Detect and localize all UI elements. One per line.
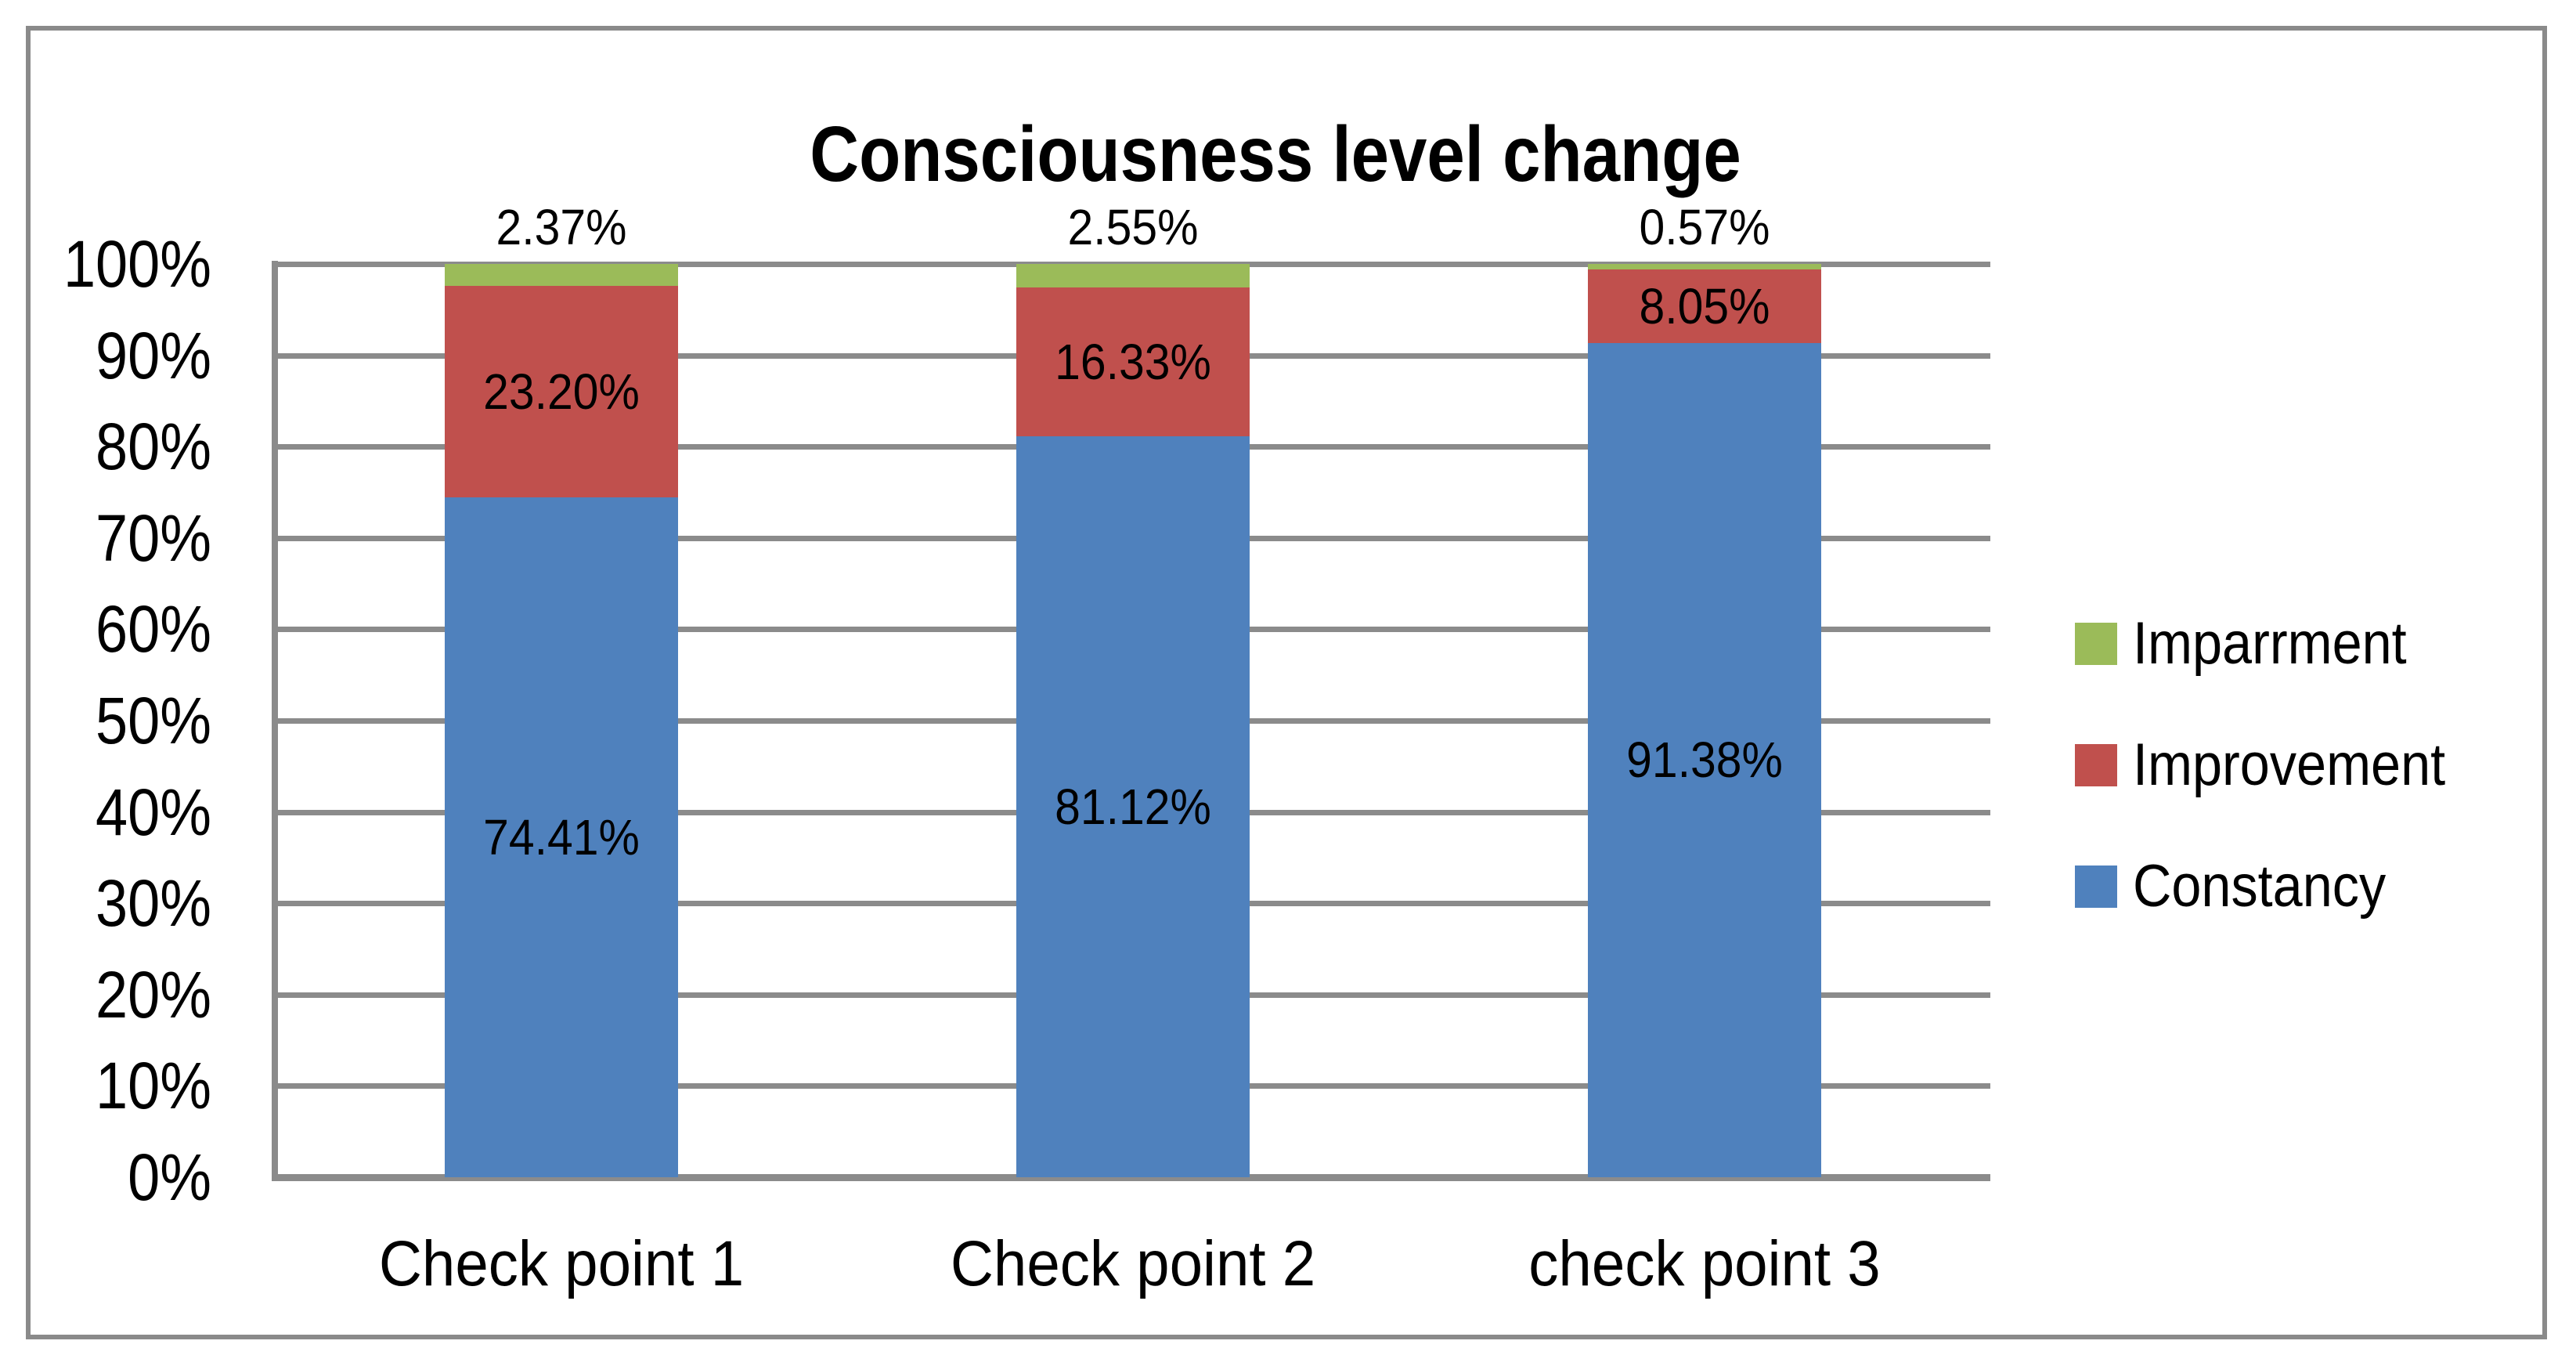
bar-segment-constancy-1 <box>445 497 678 1177</box>
bar-segment-constancy-2 <box>1016 436 1250 1177</box>
bar-segment-improvement-2 <box>1016 287 1250 437</box>
bar-segment-constancy-3 <box>1588 342 1821 1177</box>
legend-item-improvement: Improvement <box>2075 730 2480 800</box>
legend-label-constancy: Constancy <box>2133 853 2387 920</box>
data-label-constancy-3: 91.38% <box>1626 732 1783 789</box>
bar-segment-improvement-1 <box>445 285 678 498</box>
legend-label-improvement: Improvement <box>2133 732 2446 798</box>
data-label-improvement-3: 8.05% <box>1639 277 1770 334</box>
data-label-imparrment-3: 0.57% <box>1639 199 1770 255</box>
y-tick-label-90pct: 90% <box>96 318 211 392</box>
y-tick-label-60pct: 60% <box>96 592 211 667</box>
bar-segment-imparrment-1 <box>445 264 678 286</box>
y-tick-label-100pct: 100% <box>63 227 212 301</box>
data-label-improvement-1: 23.20% <box>483 363 640 421</box>
x-category-label-1: Check point 1 <box>378 1228 745 1299</box>
y-tick-label-0pct: 0% <box>128 1140 211 1214</box>
x-category-label-2: Check point 2 <box>950 1228 1316 1299</box>
legend-swatch-imparrment <box>2075 623 2117 665</box>
y-tick-label-10pct: 10% <box>96 1049 211 1123</box>
legend-item-imparrment: Imparrment <box>2075 609 2437 679</box>
data-label-imparrment-1: 2.37% <box>496 199 627 256</box>
legend-item-constancy: Constancy <box>2075 851 2414 922</box>
data-label-constancy-2: 81.12% <box>1055 779 1211 836</box>
bar-segment-imparrment-2 <box>1016 264 1250 287</box>
data-label-imparrment-2: 2.55% <box>1067 199 1199 255</box>
legend-swatch-improvement <box>2075 744 2117 786</box>
bar-segment-imparrment-3 <box>1588 264 1821 269</box>
y-tick-label-70pct: 70% <box>96 501 211 575</box>
legend-swatch-constancy <box>2075 865 2117 908</box>
legend-label-imparrment: Imparrment <box>2133 610 2407 677</box>
y-axis-line <box>272 261 278 1181</box>
y-tick-label-80pct: 80% <box>96 410 211 484</box>
bar-segment-improvement-3 <box>1588 269 1821 343</box>
chart-frame: Consciousness level change 74.41% 23.20% 2… <box>26 26 2547 1339</box>
x-category-label-3: check point 3 <box>1528 1228 1881 1299</box>
y-tick-label-20pct: 20% <box>96 957 211 1032</box>
y-tick-label-40pct: 40% <box>96 775 211 849</box>
data-label-improvement-2: 16.33% <box>1055 333 1211 390</box>
y-tick-label-50pct: 50% <box>96 684 211 757</box>
chart-title: Consciousness level change <box>810 110 1741 198</box>
x-axis-line <box>272 1174 1990 1181</box>
data-label-constancy-1: 74.41% <box>483 809 640 866</box>
y-tick-label-30pct: 30% <box>96 866 211 941</box>
